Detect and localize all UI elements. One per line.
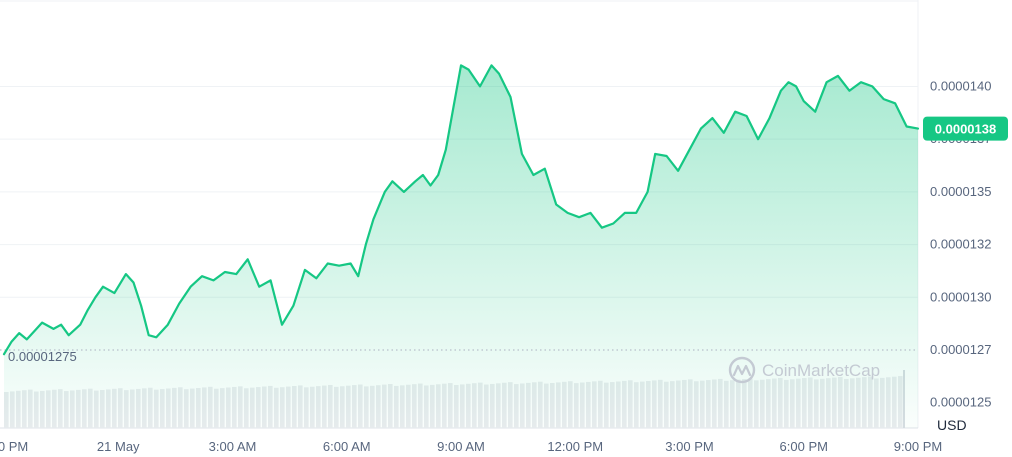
- x-tick-label-1: 21 May: [97, 439, 140, 454]
- y-tick-label-4: 0.0000130: [930, 289, 991, 304]
- price-area: [4, 65, 918, 429]
- y-tick-label-3: 0.0000132: [930, 237, 991, 252]
- x-tick-label-6: 3:00 PM: [665, 439, 713, 454]
- open-price-baseline: 0.00001275: [0, 349, 918, 364]
- y-tick-label-6: 0.0000125: [930, 395, 991, 410]
- x-tick-label-0: 9:00 PM: [0, 439, 28, 454]
- y-tick-label-0: 0.0000140: [930, 78, 991, 93]
- x-tick-label-2: 3:00 AM: [209, 439, 257, 454]
- current-price-badge-bg: [923, 116, 1008, 141]
- watermark-text: CoinMarketCap: [762, 361, 880, 380]
- currency-label: USD: [937, 417, 967, 433]
- y-axis-ticks: 0.00001400.00001370.00001350.00001320.00…: [930, 78, 991, 409]
- y-tick-label-2: 0.0000135: [930, 184, 991, 199]
- x-tick-label-4: 9:00 AM: [437, 439, 485, 454]
- coinmarketcap-watermark: CoinMarketCap: [728, 356, 880, 384]
- price-series-line: [2, 64, 920, 356]
- price-line: [2, 64, 920, 356]
- current-price-badge: 0.0000138: [923, 116, 1008, 141]
- x-tick-label-3: 6:00 AM: [323, 439, 371, 454]
- x-tick-label-7: 6:00 PM: [780, 439, 828, 454]
- x-tick-label-8: 9:00 PM: [894, 439, 942, 454]
- x-axis-ticks: 9:00 PM 21 May 3:00 AM 6:00 AM 9:00 AM 12:00 …: [0, 439, 942, 454]
- baseline-label: 0.00001275: [8, 349, 77, 364]
- coinmarketcap-logo-icon: [728, 356, 756, 384]
- price-area-fill: [4, 65, 918, 429]
- y-tick-label-5: 0.0000127: [930, 342, 991, 357]
- current-price-label: 0.0000138: [935, 122, 996, 137]
- x-tick-label-5: 12:00 PM: [547, 439, 603, 454]
